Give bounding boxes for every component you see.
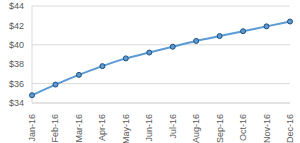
svg-text:Oct-16: Oct-16 <box>238 114 248 141</box>
svg-text:$36: $36 <box>9 79 24 89</box>
svg-text:$44: $44 <box>9 1 24 11</box>
svg-text:$40: $40 <box>9 40 24 50</box>
svg-text:Jan-16: Jan-16 <box>27 114 37 142</box>
svg-text:Nov-16: Nov-16 <box>262 114 272 143</box>
svg-text:Jul-16: Jul-16 <box>168 114 178 139</box>
svg-text:$42: $42 <box>9 21 24 31</box>
svg-text:Aug-16: Aug-16 <box>191 114 201 143</box>
svg-text:Apr-16: Apr-16 <box>97 114 107 141</box>
svg-text:Sep-16: Sep-16 <box>215 114 225 143</box>
svg-text:$38: $38 <box>9 59 24 69</box>
svg-text:$34: $34 <box>9 98 24 108</box>
svg-text:Feb-16: Feb-16 <box>50 114 60 143</box>
svg-text:Jun-16: Jun-16 <box>144 114 154 142</box>
svg-text:May-16: May-16 <box>121 114 131 143</box>
svg-text:Mar-16: Mar-16 <box>74 114 84 143</box>
svg-text:Dec-16: Dec-16 <box>285 114 292 143</box>
